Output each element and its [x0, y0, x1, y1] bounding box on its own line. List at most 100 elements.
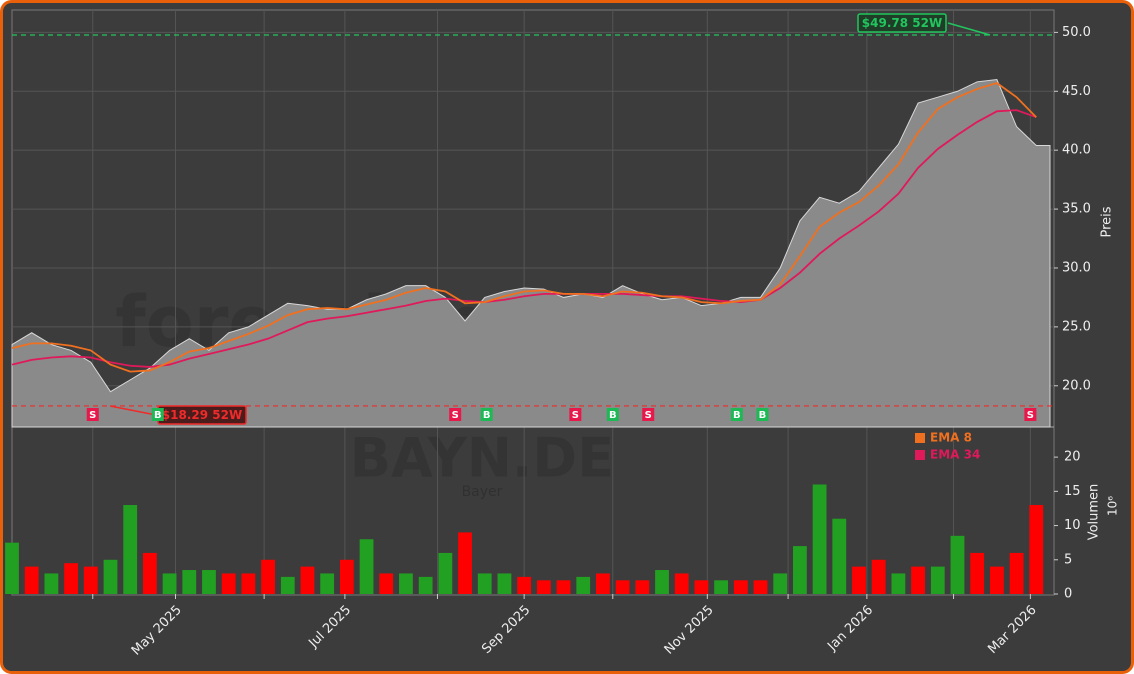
legend-swatch: [915, 450, 925, 460]
watermark-symbol: BAYN.DE: [350, 427, 614, 490]
volume-bar: [64, 563, 78, 594]
volume-bar: [871, 559, 886, 594]
plot-border: [11, 9, 1055, 596]
legend-label: EMA 8: [930, 431, 972, 445]
volume-bar: [615, 580, 630, 594]
volume-bar: [891, 573, 906, 594]
volume-bar: [399, 573, 413, 594]
volume-bar: [202, 570, 216, 594]
signal-label: S: [89, 410, 96, 421]
volume-bar: [280, 576, 295, 594]
volume-bar: [477, 573, 492, 594]
legend-swatch: [915, 433, 925, 443]
signal-marker: [642, 408, 655, 421]
signal-marker: [730, 408, 743, 421]
volume-bar: [714, 580, 729, 594]
volume-bar: [694, 580, 709, 594]
volume-bar: [339, 559, 354, 594]
volume-bar: [379, 573, 394, 594]
legend-label: EMA 34: [930, 448, 980, 462]
volume-bar: [300, 566, 315, 594]
volume-bar: [517, 576, 532, 594]
volume-bar: [793, 546, 807, 594]
volume-bar: [241, 573, 256, 594]
y-tick-label: 40.0: [1062, 143, 1091, 158]
volume-bar: [221, 573, 236, 594]
signal-marker: [1024, 408, 1037, 421]
level-arrow: [947, 22, 991, 36]
volume-bar: [5, 542, 19, 594]
signal-label: B: [154, 410, 162, 421]
volume-bar: [655, 570, 669, 594]
signal-label: B: [733, 410, 741, 421]
volume-bar: [930, 566, 945, 594]
y-tick-label: 45.0: [1062, 84, 1091, 99]
volume-bar: [832, 518, 847, 594]
y-axis-label: Preis: [1100, 206, 1115, 237]
y-tick-label: 50.0: [1062, 25, 1091, 40]
volume-bar: [123, 505, 138, 594]
signal-label: B: [609, 410, 617, 421]
volume-bar: [773, 573, 788, 594]
y-tick-label: 20: [1064, 450, 1081, 465]
volume-bar: [261, 559, 275, 594]
volume-bar: [950, 535, 965, 594]
signal-label: B: [483, 410, 491, 421]
level-label: $18.29 52W: [162, 408, 242, 422]
volume-bar: [635, 580, 650, 594]
level-arrow: [109, 405, 157, 416]
volume-bar: [497, 573, 512, 594]
volume-bar: [320, 573, 335, 594]
volume-bar: [852, 566, 866, 594]
y-tick-label: 35.0: [1062, 202, 1091, 217]
y-tick-label: 20.0: [1062, 378, 1091, 393]
signal-marker: [449, 408, 462, 421]
y-tick-label: 30.0: [1062, 260, 1091, 275]
volume-bar: [24, 566, 39, 594]
ema-line: [11, 109, 1037, 368]
volume-bar: [438, 552, 453, 594]
watermark-name: Bayer: [462, 484, 503, 500]
signal-marker: [606, 408, 619, 421]
volume-bar: [753, 580, 768, 594]
volume-bar: [359, 539, 374, 594]
volume-bar: [1029, 505, 1044, 594]
volume-bar: [970, 552, 985, 594]
y-axis-label: Volumen: [1087, 484, 1102, 541]
signal-label: B: [759, 410, 767, 421]
y-tick-label: 25.0: [1062, 319, 1091, 334]
y-tick-label: 0: [1064, 587, 1072, 602]
signal-label: S: [452, 410, 459, 421]
volume-bar: [182, 570, 197, 594]
signal-marker: [86, 408, 99, 421]
y-tick-label: 15: [1064, 484, 1081, 499]
price-area: [11, 78, 1051, 428]
signal-marker: [756, 408, 769, 421]
volume-bar: [733, 580, 748, 594]
signal-label: S: [572, 410, 579, 421]
volume-bar: [44, 573, 59, 594]
volume-bar: [536, 580, 551, 594]
signal-label: S: [645, 410, 652, 421]
y-tick-label: 5: [1064, 552, 1072, 567]
volume-bar: [576, 576, 591, 594]
volume-bar: [83, 566, 98, 594]
y-axis-unit: 10⁶: [1106, 496, 1120, 516]
level-label-box: [857, 13, 947, 33]
signal-marker: [151, 408, 164, 421]
volume-bar: [674, 573, 689, 594]
level-label: $49.78 52W: [862, 16, 942, 30]
volume-bar: [103, 559, 118, 594]
signal-marker: [569, 408, 582, 421]
volume-bar: [142, 552, 157, 594]
signal-marker: [480, 408, 493, 421]
y-tick-label: 10: [1064, 518, 1081, 533]
volume-bar: [596, 573, 610, 594]
volume-bar: [989, 566, 1004, 594]
volume-bar: [812, 484, 827, 594]
volume-bar: [418, 576, 433, 594]
volume-bar: [911, 566, 925, 594]
volume-bar: [162, 573, 177, 594]
signal-label: S: [1027, 410, 1034, 421]
